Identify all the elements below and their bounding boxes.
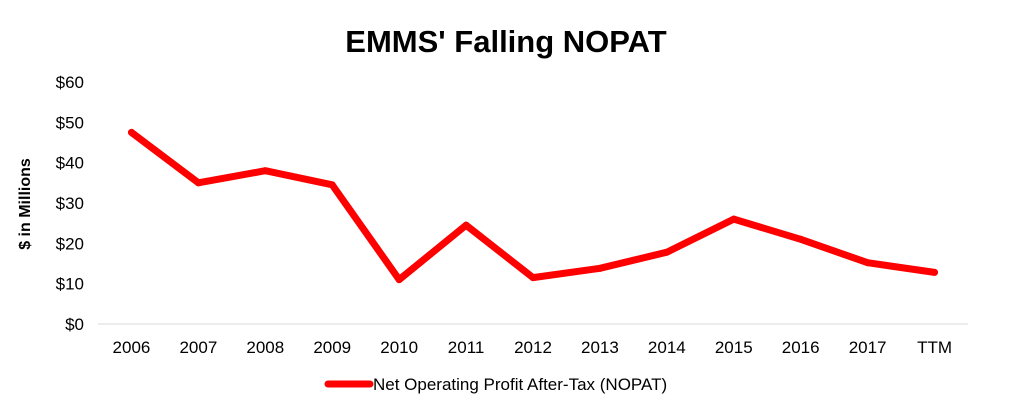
- x-tick-label: 2017: [849, 338, 887, 357]
- y-tick-label: $30: [56, 194, 84, 213]
- data-point: [931, 268, 939, 276]
- x-tick-label: TTM: [917, 338, 952, 357]
- x-tick-label: 2015: [715, 338, 753, 357]
- y-tick-label: $40: [56, 154, 84, 173]
- data-point: [462, 221, 470, 229]
- data-point: [864, 259, 872, 267]
- data-point: [395, 276, 403, 284]
- x-tick-label: 2012: [514, 338, 552, 357]
- x-tick-label: 2011: [448, 338, 485, 357]
- series-layer: [127, 128, 939, 284]
- x-tick-label: 2016: [782, 338, 820, 357]
- x-tick-label: 2009: [313, 338, 351, 357]
- y-tick-label: $10: [56, 275, 84, 294]
- y-tick-label: $50: [56, 113, 84, 132]
- x-tick-label: 2010: [380, 338, 418, 357]
- data-point: [261, 167, 269, 175]
- y-tick-label: $60: [56, 73, 84, 92]
- data-point: [730, 215, 738, 223]
- legend-label-nopat: Net Operating Profit After-Tax (NOPAT): [373, 375, 667, 394]
- x-tick-label: 2007: [179, 338, 217, 357]
- x-tick-label: 2014: [648, 338, 686, 357]
- x-axis: 2006 2007 2008 2009 2010 2011 2012 2013 2014 2015…: [113, 338, 952, 357]
- y-tick-label: $20: [56, 234, 84, 253]
- data-point: [797, 235, 805, 243]
- data-point: [663, 248, 671, 256]
- x-tick-label: 2013: [581, 338, 619, 357]
- data-point: [328, 181, 336, 189]
- series-line-nopat: [127, 128, 939, 284]
- legend: Net Operating Profit After-Tax (NOPAT): [324, 375, 667, 394]
- y-tick-label: $0: [65, 315, 84, 334]
- data-point: [529, 274, 537, 282]
- x-tick-label: 2008: [246, 338, 284, 357]
- chart-title: EMMS' Falling NOPAT: [345, 24, 666, 59]
- data-point: [596, 264, 604, 272]
- y-axis-label: $ in Millions: [17, 158, 34, 250]
- x-tick-label: 2006: [113, 338, 151, 357]
- data-point: [194, 179, 202, 187]
- y-axis: $0 $10 $20 $30 $40 $50 $60: [56, 73, 84, 334]
- data-point: [127, 128, 135, 136]
